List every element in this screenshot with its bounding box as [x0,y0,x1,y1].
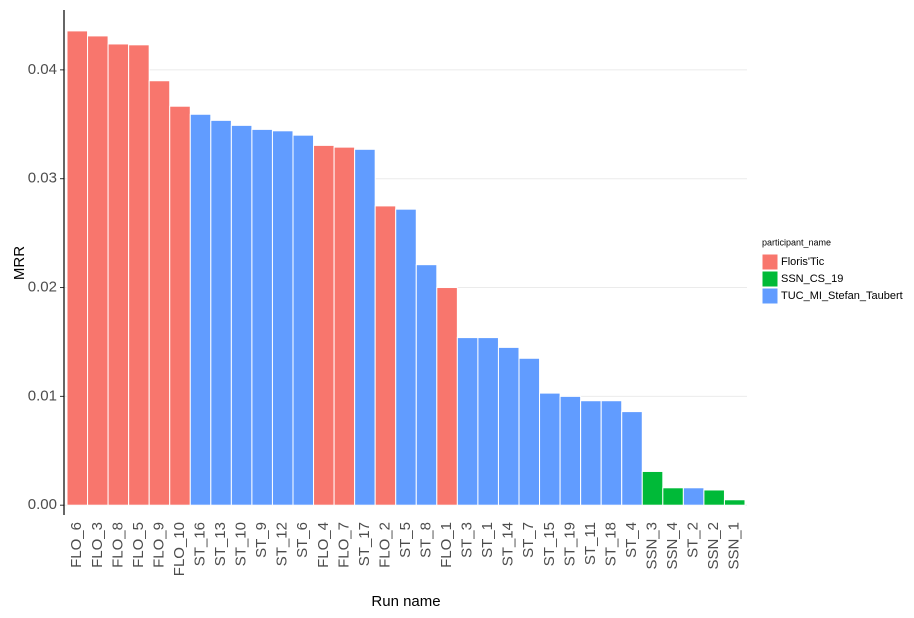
y-tick-label: 0.03 [28,170,57,187]
legend-label: TUC_MI_Stefan_Taubert [781,290,903,302]
bar [477,337,499,506]
x-tick-label: ST_3 [459,522,476,558]
bar [621,411,643,506]
y-tick-label: 0.04 [28,61,57,78]
x-tick-label: SSN_2 [705,522,722,570]
x-tick-label: ST_11 [582,522,599,565]
bar [230,124,253,506]
bar [251,128,273,506]
bar [374,205,397,506]
x-tick-label: FLO_9 [150,522,167,568]
x-tick-label: FLO_7 [335,522,352,568]
bar [313,144,335,506]
x-tick-label: ST_7 [520,522,537,558]
x-tick-label: ST_12 [274,522,291,566]
legend-title: participant_name [762,237,831,247]
legend-label: Floris'Tic [781,256,825,268]
bar [148,80,171,506]
x-tick-label: ST_18 [602,522,619,566]
bar [354,148,376,506]
x-tick-label: SSN_1 [726,522,743,570]
x-tick-label: ST_19 [561,522,578,566]
legend-key [761,253,779,271]
bar [518,357,541,506]
x-tick-label: SSN_4 [664,522,681,570]
x-tick-label: FLO_10 [171,522,188,576]
x-tick-label: FLO_4 [315,522,332,568]
x-tick-label: ST_15 [541,522,558,566]
legend-label: SSN_CS_19 [781,273,843,285]
bar [723,499,746,506]
bar [436,287,458,506]
bar [641,470,664,506]
x-tick-label: ST_6 [294,522,311,558]
bar [580,400,602,506]
bar [703,489,725,506]
bar [169,105,191,506]
x-tick-label: FLO_6 [68,522,85,568]
bar [292,134,315,506]
bar [107,43,130,506]
x-tick-label: SSN_3 [644,522,661,570]
y-axis-label: MRR [11,246,28,280]
bar [415,264,438,506]
x-tick-label: FLO_3 [89,522,106,568]
bar [559,395,582,506]
x-tick-label: ST_8 [418,522,435,558]
x-tick-label: ST_13 [212,522,229,566]
bar [682,487,705,506]
bar [66,30,89,506]
x-axis-label: Run name [371,593,440,610]
x-tick-label: ST_9 [253,522,270,558]
bar [333,146,356,506]
y-tick-label: 0.02 [28,279,57,296]
x-tick-label: FLO_8 [109,522,126,568]
x-tick-label: ST_14 [500,522,517,566]
x-tick-label: ST_17 [356,522,373,566]
x-tick-label: ST_4 [623,522,640,558]
bar [600,400,623,506]
bar [662,487,684,506]
bar [189,113,212,506]
bar [128,44,150,506]
bar [395,208,417,506]
bar [539,392,561,506]
legend-key [761,287,779,305]
x-tick-label: FLO_1 [438,522,455,568]
x-tick-label: ST_1 [479,522,496,558]
x-tick-label: ST_5 [397,522,414,558]
y-tick-label: 0.01 [28,387,57,404]
bar [497,346,520,506]
x-tick-label: ST_2 [685,522,702,558]
bar [210,119,232,506]
y-tick-label: 0.00 [28,496,57,513]
x-tick-label: FLO_5 [130,522,147,568]
x-tick-label: ST_10 [233,522,250,566]
bar [456,337,479,506]
bar [271,130,294,506]
x-tick-label: ST_16 [192,522,209,566]
bar [87,35,109,506]
x-tick-label: FLO_2 [376,522,393,568]
legend-key [761,270,779,288]
